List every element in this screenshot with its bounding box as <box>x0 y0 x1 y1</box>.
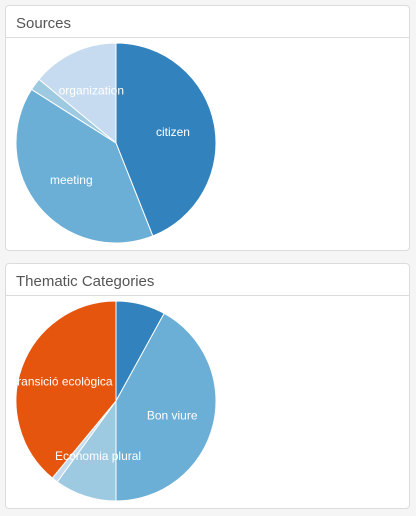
thematic-categories-pie-chart: Bon viure Economia plural Transició ecològ… <box>10 300 217 502</box>
pie-label-economia-plural: Economia plural <box>55 449 141 463</box>
sources-pie-chart: citizen meeting organization <box>15 42 217 244</box>
pie-label-citizen: citizen <box>156 125 190 139</box>
pie-slice-citizen[interactable] <box>115 42 217 237</box>
pie-slice-organization[interactable] <box>38 42 117 145</box>
pie-label-organization: organization <box>59 84 124 98</box>
thematic-categories-panel-title: Thematic Categories <box>6 264 409 296</box>
pie-label-transicio-ecologica: Transició ecològica <box>10 374 113 388</box>
pie-label-meeting: meeting <box>50 173 93 187</box>
pie-slice-bon-viure[interactable] <box>115 312 217 502</box>
pie-slice-meeting[interactable] <box>15 88 154 244</box>
thematic-categories-panel: Thematic Categories Bon viure Economia pl… <box>5 263 410 509</box>
pie-label-bon-viure: Bon viure <box>147 408 198 422</box>
sources-panel-title: Sources <box>6 6 409 38</box>
sources-panel: Sources citizen meeting organization <box>5 5 410 251</box>
pie-slice-transicio-ecologica[interactable] <box>15 300 117 479</box>
